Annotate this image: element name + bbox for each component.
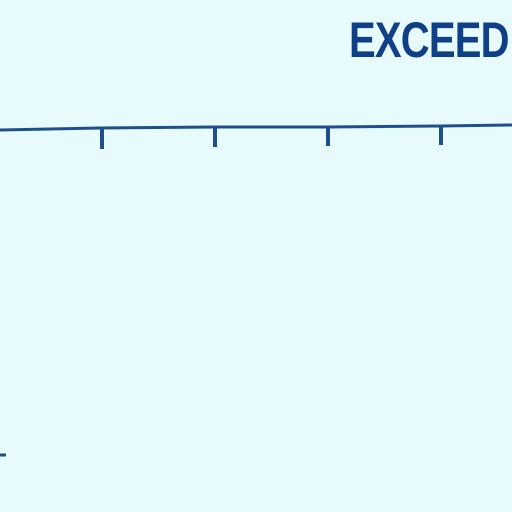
headline-text: EXCEED: [349, 12, 509, 68]
timeline-line: [0, 123, 512, 132]
